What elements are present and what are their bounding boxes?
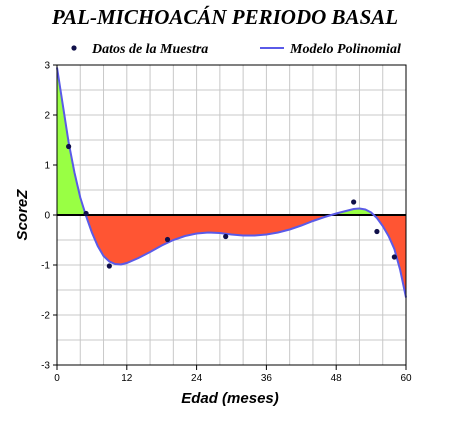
data-point: [223, 233, 229, 240]
x-tick-label: 60: [400, 373, 412, 384]
x-axis-label: Edad (meses): [181, 390, 279, 407]
series-line-modelo-polinomial: [56, 67, 407, 298]
y-tick-label: 3: [44, 61, 50, 72]
x-tick-label: 0: [54, 373, 60, 384]
data-point: [351, 199, 357, 205]
data-point: [83, 210, 89, 217]
data-point: [391, 254, 397, 260]
data-point: [66, 143, 72, 150]
x-tick-label: 12: [121, 373, 133, 384]
chart-title: PAL-MICHOACÁN PERIODO BASAL: [51, 5, 398, 29]
legend-label-scatter: Datos de la Muestra: [91, 42, 208, 57]
y-tick-label: -2: [41, 311, 50, 322]
y-tick-label: 2: [44, 111, 50, 122]
x-tick-label: 36: [261, 373, 273, 384]
y-tick-label: 0: [44, 211, 50, 222]
x-tick-label: 24: [191, 373, 203, 384]
data-point: [374, 228, 380, 235]
area-below-zero: [373, 215, 406, 298]
y-tick-label: 1: [44, 161, 50, 172]
y-tick-label: -3: [41, 361, 50, 372]
data-point: [106, 263, 112, 269]
area-below-zero: [85, 215, 332, 265]
legend: Datos de la Muestra Modelo Polinomial: [71, 42, 401, 57]
y-axis-label: ScoreZ: [14, 189, 31, 241]
data-point: [164, 236, 171, 243]
area-above-zero: [57, 67, 86, 215]
x-tick-label: 48: [331, 373, 343, 384]
y-tick-label: -1: [41, 261, 50, 272]
legend-label-line: Modelo Polinomial: [289, 42, 401, 57]
legend-marker-scatter: [71, 45, 77, 51]
